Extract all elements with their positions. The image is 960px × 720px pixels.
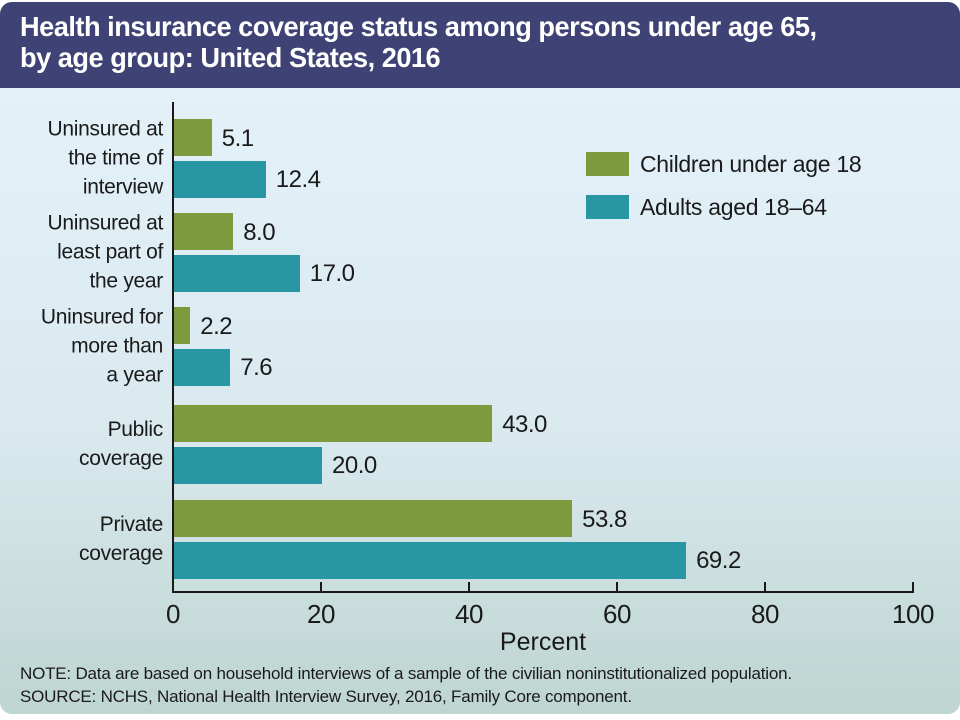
value-label: 12.4 (275, 166, 321, 193)
value-label: 20.0 (332, 452, 377, 479)
chart-header: Health insurance coverage status among p… (0, 2, 960, 88)
source-text: SOURCE: NCHS, National Health Interview … (20, 687, 632, 706)
bar-series-0-group-3 (174, 405, 493, 442)
x-axis-tick (912, 582, 914, 591)
x-axis-tick-label: 0 (166, 599, 180, 629)
legend-label-children: Children under age 18 (640, 150, 862, 177)
bar-series-0-group-2 (174, 307, 191, 344)
category-label: Uninsured for more than a year (40, 305, 163, 387)
bar-series-1-group-3 (174, 446, 322, 484)
value-label: 5.1 (221, 124, 254, 152)
legend: Children under age 18 Adults aged 18–64 (586, 150, 862, 238)
bar-series-0-group-4 (174, 500, 573, 537)
x-axis-tick (172, 582, 174, 591)
x-axis-tick (616, 582, 618, 591)
x-axis-tick (764, 582, 766, 591)
x-axis-tick-label: 80 (751, 599, 779, 629)
bar-series-0-group-1 (174, 213, 234, 250)
x-axis-tick-label: 40 (455, 599, 483, 629)
legend-item-adults: Adults aged 18–64 (586, 193, 861, 220)
note-text: NOTE: Data are based on household interv… (20, 664, 792, 683)
x-axis-tick (320, 582, 322, 591)
x-axis-tick-label: 60 (603, 599, 631, 629)
y-axis-line (172, 102, 174, 593)
chart-title: Health insurance coverage status among p… (20, 11, 817, 73)
category-label: Public coverage (79, 418, 163, 471)
value-label: 8.0 (243, 218, 276, 246)
legend-item-children: Children under age 18 (586, 150, 862, 177)
category-label: Uninsured at least part of the year (47, 211, 164, 293)
x-axis-tick-label: 20 (307, 599, 335, 629)
value-label: 69.2 (696, 547, 741, 574)
bar-series-1-group-2 (174, 348, 231, 386)
legend-label-adults: Adults aged 18–64 (640, 193, 827, 220)
value-label: 53.8 (582, 505, 627, 533)
x-axis-tick-label: 100 (892, 599, 934, 629)
bar-series-0-group-0 (174, 119, 212, 156)
bar-series-1-group-1 (174, 254, 300, 292)
bar-series-1-group-0 (174, 160, 266, 198)
category-label: Uninsured at the time of interview (47, 117, 164, 199)
bar-series-1-group-4 (174, 541, 687, 579)
value-label: 7.6 (240, 354, 273, 381)
value-label: 43.0 (502, 410, 547, 438)
value-label: 2.2 (200, 312, 233, 340)
value-label: 17.0 (309, 260, 355, 287)
legend-swatch-adults (586, 195, 629, 219)
category-label: Private coverage (79, 513, 163, 566)
chart-area: Uninsured at the time of interview Uninsu… (0, 88, 960, 714)
x-axis-tick (468, 582, 470, 591)
x-axis-title: Percent (499, 628, 587, 656)
x-axis-line (172, 591, 914, 593)
legend-swatch-children (586, 152, 629, 176)
